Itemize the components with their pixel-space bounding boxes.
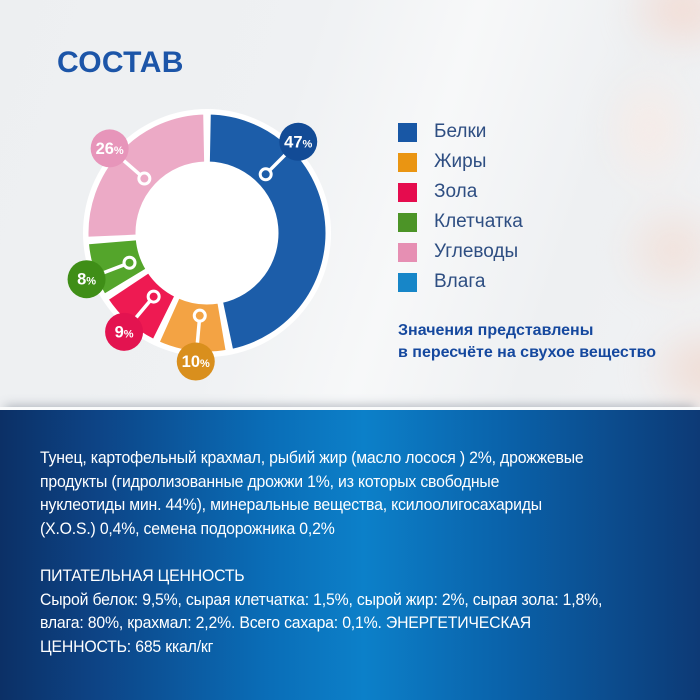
- legend-swatch: [398, 152, 417, 172]
- legend-swatch: [398, 212, 417, 232]
- nutrition-line: влага: 80%, крахмал: 2,2%. Всего сахара:…: [40, 613, 531, 632]
- legend-item-Углеводы: Углеводы: [398, 237, 523, 267]
- ingredients-line: (X.O.S.) 0,4%, семена подорожника 0,2%: [40, 518, 335, 538]
- legend-item-Зола: Зола: [398, 177, 523, 207]
- legend-label: Влага: [434, 271, 486, 292]
- legend-swatch: [398, 272, 417, 292]
- ingredients-text: Тунец, картофельный крахмал, рыбий жир (…: [40, 446, 617, 540]
- legend-swatch: [398, 122, 417, 142]
- callout-dot: [192, 308, 207, 323]
- callout-dot: [122, 255, 137, 270]
- legend-label: Зола: [434, 181, 478, 202]
- legend-item-Клетчатка: Клетчатка: [398, 207, 523, 237]
- callout-dot: [146, 289, 161, 304]
- callout-dot: [137, 171, 152, 186]
- percent-badge-label: 10%: [182, 353, 210, 371]
- percent-badge: [105, 312, 144, 351]
- legend-label: Белки: [434, 121, 487, 142]
- percent-badge: [279, 122, 318, 161]
- ingredients-line: Тунец, картофельный крахмал, рыбий жир (…: [40, 448, 584, 467]
- composition-donut-chart: 47% 10% 9% 8% 26%: [67, 113, 327, 381]
- page-title: СОСТАВ: [57, 46, 184, 79]
- percent-badge-label: 8%: [77, 271, 96, 289]
- callout-dot: [258, 167, 273, 182]
- ingredients-line: нуклеотиды мин. 44%), минеральные вещест…: [40, 495, 542, 514]
- nutrition-title: ПИТАТЕЛЬНАЯ ЦЕННОСТЬ: [40, 566, 245, 585]
- legend-item-Жиры: Жиры: [398, 147, 523, 177]
- chart-note-line: Значения представлены: [398, 322, 594, 339]
- info-panel: Тунец, картофельный крахмал, рыбий жир (…: [0, 407, 700, 700]
- nutrition-line: ЦЕННОСТЬ: 685 ккал/кг: [40, 636, 214, 656]
- chart-note-line: в пересчёте на свухое вещество: [398, 344, 657, 361]
- chart-legend: Белки Жиры Зола Клетчатка Углеводы Влага: [398, 117, 523, 297]
- percent-badge: [176, 342, 215, 381]
- legend-swatch: [398, 242, 417, 262]
- legend-label: Жиры: [434, 151, 487, 172]
- legend-item-Белки: Белки: [398, 117, 523, 147]
- percent-badge-label: 9%: [115, 323, 134, 341]
- legend-label: Клетчатка: [434, 211, 523, 232]
- chart-note: Значения представлены в пересчёте на сву…: [398, 320, 656, 364]
- legend-item-Влага: Влага: [398, 267, 523, 297]
- percent-badge: [90, 129, 129, 168]
- percent-badge: [67, 260, 106, 299]
- ingredients-line: продукты (гидролизованные дрожжи 1%, из …: [40, 471, 500, 491]
- legend-swatch: [398, 182, 417, 202]
- percent-badge-label: 47%: [284, 133, 312, 151]
- legend-label: Углеводы: [434, 241, 519, 262]
- nutrition-text: ПИТАТЕЛЬНАЯ ЦЕННОСТЬ Сырой белок: 9,5%, …: [40, 564, 617, 658]
- nutrition-line: Сырой белок: 9,5%, сырая клетчатка: 1,5%…: [40, 589, 603, 609]
- percent-badge-label: 26%: [96, 140, 124, 158]
